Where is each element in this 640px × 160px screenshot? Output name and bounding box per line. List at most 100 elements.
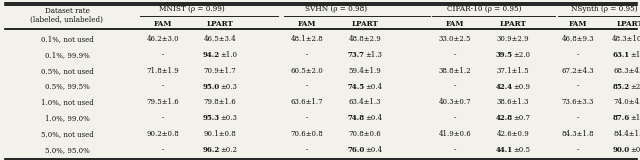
Text: 40.3±0.7: 40.3±0.7 (438, 98, 471, 106)
Text: ±0.7: ±0.7 (630, 146, 640, 154)
Text: 0.5%, not used: 0.5%, not used (40, 67, 93, 75)
Text: 1.0%, not used: 1.0%, not used (40, 98, 93, 106)
Text: 38.8±1.2: 38.8±1.2 (438, 67, 471, 75)
Text: 0.1%, not used: 0.1%, not used (40, 35, 93, 43)
Text: LPART: LPART (351, 20, 378, 28)
Text: -: - (577, 83, 579, 91)
Text: -: - (577, 114, 579, 122)
Text: 85.2: 85.2 (613, 83, 630, 91)
Text: 48.8±2.9: 48.8±2.9 (349, 35, 381, 43)
Text: 76.0: 76.0 (348, 146, 365, 154)
Text: 70.6±0.8: 70.6±0.8 (291, 130, 323, 138)
Text: 42.6±0.9: 42.6±0.9 (497, 130, 529, 138)
Text: -: - (454, 83, 456, 91)
Text: (labeled, unlabeled): (labeled, unlabeled) (31, 16, 104, 24)
Text: -: - (306, 146, 308, 154)
Text: 42.4: 42.4 (496, 83, 513, 91)
Text: 94.2: 94.2 (203, 51, 220, 59)
Text: -: - (162, 83, 164, 91)
Text: 1.0%, 99.0%: 1.0%, 99.0% (45, 114, 90, 122)
Text: FAM: FAM (569, 20, 587, 28)
Text: ±1.6: ±1.6 (630, 114, 640, 122)
Text: 71.8±1.9: 71.8±1.9 (147, 67, 179, 75)
Text: -: - (162, 114, 164, 122)
Text: FAM: FAM (154, 20, 172, 28)
Text: 87.6: 87.6 (612, 114, 630, 122)
Text: ±0.4: ±0.4 (365, 114, 382, 122)
Text: ±0.3: ±0.3 (220, 114, 237, 122)
Text: -: - (306, 51, 308, 59)
Text: -: - (454, 146, 456, 154)
Text: 63.6±1.7: 63.6±1.7 (291, 98, 323, 106)
Text: 48.1±2.8: 48.1±2.8 (291, 35, 323, 43)
Text: FAM: FAM (298, 20, 316, 28)
Text: 5.0%, not used: 5.0%, not used (40, 130, 93, 138)
Text: -: - (454, 114, 456, 122)
Text: 90.2±0.8: 90.2±0.8 (147, 130, 179, 138)
Text: ±2.1: ±2.1 (630, 83, 640, 91)
Text: 33.0±2.5: 33.0±2.5 (439, 35, 471, 43)
Text: ±1.3: ±1.3 (365, 51, 382, 59)
Text: 5.0%, 95.0%: 5.0%, 95.0% (45, 146, 90, 154)
Text: -: - (577, 146, 579, 154)
Text: 68.3±4.5: 68.3±4.5 (614, 67, 640, 75)
Text: 70.8±0.6: 70.8±0.6 (349, 130, 381, 138)
Text: ±2.0: ±2.0 (513, 51, 530, 59)
Text: 41.9±0.6: 41.9±0.6 (438, 130, 472, 138)
Text: 48.3±10.9: 48.3±10.9 (611, 35, 640, 43)
Text: CIFAR-10 (ρ = 0.95): CIFAR-10 (ρ = 0.95) (447, 5, 521, 13)
Text: -: - (306, 83, 308, 91)
Text: LPART: LPART (500, 20, 527, 28)
Text: 42.8: 42.8 (496, 114, 513, 122)
Text: ±0.4: ±0.4 (365, 146, 382, 154)
Text: 79.5±1.6: 79.5±1.6 (147, 98, 179, 106)
Text: 63.1: 63.1 (613, 51, 630, 59)
Text: 74.0±4.0: 74.0±4.0 (614, 98, 640, 106)
Text: ±0.4: ±0.4 (365, 83, 382, 91)
Text: LPART: LPART (616, 20, 640, 28)
Text: 60.5±2.0: 60.5±2.0 (291, 67, 323, 75)
Text: ±0.9: ±0.9 (513, 83, 530, 91)
Text: 44.1: 44.1 (496, 146, 513, 154)
Text: NSynth (ρ = 0.95): NSynth (ρ = 0.95) (571, 5, 637, 13)
Text: ±0.3: ±0.3 (220, 83, 237, 91)
Text: 95.3: 95.3 (203, 114, 220, 122)
Text: ±0.2: ±0.2 (220, 146, 237, 154)
Text: 73.7: 73.7 (348, 51, 365, 59)
Text: ±0.5: ±0.5 (513, 146, 530, 154)
Text: SVHN (ρ = 0.98): SVHN (ρ = 0.98) (305, 5, 367, 13)
Text: 46.5±3.4: 46.5±3.4 (204, 35, 236, 43)
Text: 90.1±0.8: 90.1±0.8 (204, 130, 236, 138)
Text: ±0.7: ±0.7 (513, 114, 530, 122)
Text: 39.5: 39.5 (496, 51, 513, 59)
Text: 70.9±1.7: 70.9±1.7 (204, 67, 236, 75)
Text: 0.1%, 99.9%: 0.1%, 99.9% (45, 51, 90, 59)
Text: ±1.0: ±1.0 (220, 51, 237, 59)
Text: 96.2: 96.2 (203, 146, 220, 154)
Text: 90.0: 90.0 (613, 146, 630, 154)
Text: 84.3±1.8: 84.3±1.8 (562, 130, 595, 138)
Text: FAM: FAM (446, 20, 464, 28)
Text: 63.4±1.3: 63.4±1.3 (349, 98, 381, 106)
Text: 37.1±1.5: 37.1±1.5 (497, 67, 529, 75)
Text: 73.6±3.3: 73.6±3.3 (562, 98, 594, 106)
Text: 95.0: 95.0 (203, 83, 220, 91)
Text: 59.4±1.9: 59.4±1.9 (349, 67, 381, 75)
Text: -: - (162, 146, 164, 154)
Text: -: - (454, 51, 456, 59)
Text: 84.4±1.4: 84.4±1.4 (614, 130, 640, 138)
Text: -: - (577, 51, 579, 59)
Text: -: - (162, 51, 164, 59)
Text: 30.9±2.9: 30.9±2.9 (497, 35, 529, 43)
Text: 67.2±4.3: 67.2±4.3 (562, 67, 595, 75)
Text: MNIST (ρ = 0.99): MNIST (ρ = 0.99) (159, 5, 225, 13)
Text: 0.5%, 99.5%: 0.5%, 99.5% (45, 83, 90, 91)
Text: 46.8±9.3: 46.8±9.3 (562, 35, 595, 43)
Text: 46.2±3.0: 46.2±3.0 (147, 35, 179, 43)
Text: 38.6±1.3: 38.6±1.3 (497, 98, 529, 106)
Text: 74.5: 74.5 (348, 83, 365, 91)
Text: -: - (306, 114, 308, 122)
Text: LPART: LPART (207, 20, 234, 28)
Text: 74.8: 74.8 (348, 114, 365, 122)
Text: ±11.7: ±11.7 (630, 51, 640, 59)
